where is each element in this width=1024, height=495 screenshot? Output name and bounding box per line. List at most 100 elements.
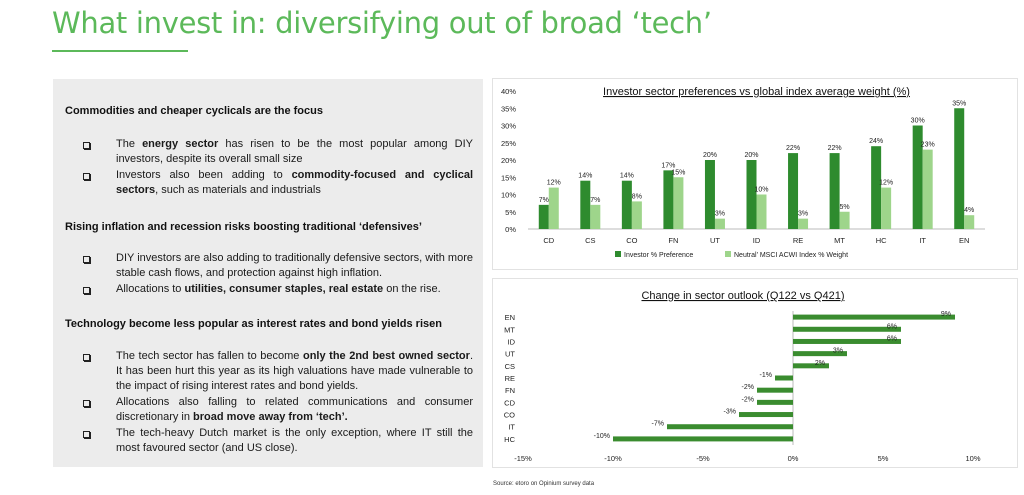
category-label: FN	[505, 386, 515, 395]
bullet-emphasis: only the 2nd best owned sector	[302, 350, 470, 362]
data-label: 14%	[578, 173, 592, 180]
y-tick-label: 15%	[501, 173, 516, 182]
x-tick-label: RE	[793, 236, 803, 245]
y-tick-label: 10%	[501, 191, 516, 200]
data-label: 22%	[828, 145, 842, 152]
data-label: 17%	[661, 162, 675, 169]
x-tick-label: CD	[543, 236, 554, 245]
bar-index-hc	[881, 187, 892, 229]
bullet-text: Allocations to	[116, 283, 185, 295]
title-underline	[52, 50, 188, 52]
bullet-emphasis: utilities, consumer staples, real estate	[184, 283, 384, 295]
checkbox-bullet-icon	[83, 354, 90, 361]
data-label: 7%	[539, 197, 549, 204]
bar-index-en	[964, 215, 975, 229]
x-tick-label: IT	[919, 236, 926, 245]
category-label: UT	[505, 350, 515, 359]
data-label: -10%	[594, 433, 610, 440]
x-tick-label: FN	[668, 236, 678, 245]
sector-preferences-chart: Investor sector preferences vs global in…	[492, 78, 1018, 270]
data-label: 14%	[620, 173, 634, 180]
legend-label: Investor % Preference	[624, 252, 693, 259]
bar-index-id	[756, 194, 767, 229]
bar-investor-cd	[538, 204, 549, 229]
source-note: Source: etoro on Opinium survey data	[493, 481, 595, 487]
data-label: 23%	[921, 142, 935, 149]
bar-outlook-id	[793, 338, 901, 344]
x-tick-label: UT	[710, 236, 720, 245]
x-tick-label: EN	[959, 236, 969, 245]
data-label: 20%	[744, 152, 758, 159]
bar-outlook-cs	[793, 363, 829, 369]
bullet-text: DIY investors are also adding to traditi…	[116, 252, 473, 279]
x-tick-label: 5%	[878, 454, 889, 463]
checkbox-bullet-icon	[83, 256, 90, 263]
data-label: 3%	[833, 348, 843, 355]
checkbox-bullet-icon	[83, 431, 90, 438]
y-tick-label: 0%	[505, 225, 516, 234]
bar-outlook-fn	[757, 387, 793, 393]
bar-index-cd	[548, 187, 559, 229]
bullet-list-defensives: DIY investors are also adding to traditi…	[53, 251, 483, 298]
bullet-item: Allocations to utilities, consumer stapl…	[53, 282, 483, 297]
data-label: 3%	[715, 211, 725, 218]
bar-index-it	[922, 149, 933, 229]
bar-index-co	[631, 201, 642, 229]
section-heading-commodities: Commodities and cheaper cyclicals are th…	[65, 105, 323, 117]
bar-investor-re	[788, 153, 799, 229]
bar-investor-ut	[704, 160, 715, 229]
bar-outlook-co	[739, 412, 793, 418]
category-label: CD	[504, 398, 515, 407]
x-tick-label: CO	[626, 236, 637, 245]
bullet-text: has risen to be the most popular among D…	[116, 138, 473, 165]
y-tick-label: 40%	[501, 87, 516, 96]
sector-outlook-chart: Change in sector outlook (Q122 vs Q421) E…	[492, 278, 1018, 468]
x-tick-label: CS	[585, 236, 595, 245]
category-label: CS	[505, 362, 515, 371]
bullet-list-technology: The tech sector has fallen to become onl…	[53, 349, 483, 457]
bullet-text: The tech-heavy Dutch market is the only …	[116, 427, 473, 454]
data-label: 15%	[671, 169, 685, 176]
data-label: 4%	[964, 207, 974, 214]
bullet-text: The	[116, 138, 143, 150]
sector-preferences-svg: Investor sector preferences vs global in…	[501, 86, 985, 259]
bar-outlook-ut	[793, 351, 847, 357]
bar-outlook-hc	[613, 436, 793, 442]
data-label: 3%	[798, 211, 808, 218]
bar-outlook-mt	[793, 326, 901, 332]
checkbox-bullet-icon	[83, 400, 90, 407]
y-tick-label: 35%	[501, 104, 516, 113]
data-label: -1%	[760, 372, 772, 379]
category-label: CO	[504, 411, 515, 420]
bullet-text: Investors also been adding to	[116, 169, 292, 181]
bullet-item: Allocations also falling to related comm…	[53, 395, 483, 425]
bar-outlook-en	[793, 314, 955, 320]
bullet-text: Allocations also falling to related comm…	[116, 396, 473, 423]
data-label: 5%	[840, 204, 850, 211]
sector-outlook-svg: Change in sector outlook (Q122 vs Q421) E…	[504, 290, 981, 463]
legend-swatch-investor	[615, 251, 621, 257]
x-tick-label: ID	[753, 236, 761, 245]
bar-investor-cs	[580, 180, 591, 229]
data-label: -2%	[742, 384, 754, 391]
section-heading-defensives: Rising inflation and recession risks boo…	[65, 221, 422, 233]
section-heading-technology: Technology become less popular as intere…	[65, 318, 442, 330]
data-label: 24%	[869, 138, 883, 145]
bar-index-re	[798, 218, 809, 229]
data-label: 7%	[590, 197, 600, 204]
bullet-item: The tech-heavy Dutch market is the only …	[53, 426, 483, 456]
y-tick-label: 20%	[501, 156, 516, 165]
checkbox-bullet-icon	[83, 173, 90, 180]
data-label: 20%	[703, 152, 717, 159]
data-label: 12%	[547, 180, 561, 187]
category-label: EN	[505, 313, 515, 322]
bar-outlook-re	[775, 375, 793, 381]
chart-title: Investor sector preferences vs global in…	[603, 86, 910, 98]
bar-outlook-cd	[757, 399, 793, 405]
data-label: 9%	[941, 311, 951, 318]
bar-investor-id	[746, 160, 757, 229]
bar-investor-mt	[829, 153, 840, 229]
bullet-list-commodities: The energy sector has risen to be the mo…	[53, 137, 483, 199]
data-label: 35%	[952, 100, 966, 107]
y-tick-label: 5%	[505, 208, 516, 217]
